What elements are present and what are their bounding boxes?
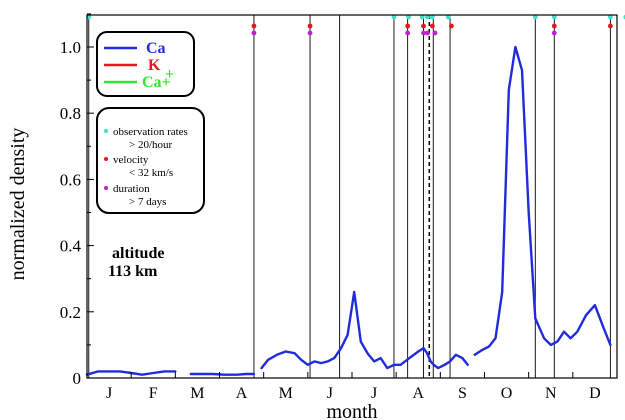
series-ca-segment-4 <box>534 304 612 347</box>
legend: Ca K Ca+ + <box>96 31 195 97</box>
marker-magenta-2 <box>405 30 411 36</box>
marker-magenta-4 <box>425 30 430 36</box>
y-axis-title: normalized density <box>7 128 29 281</box>
month-label-8: S <box>458 385 467 402</box>
criteria-box <box>96 107 205 214</box>
y-tick-label-4: 0.8 <box>60 104 81 123</box>
marker-cyan-2 <box>406 14 411 20</box>
month-label-2: M <box>190 385 204 402</box>
marker-magenta-0 <box>251 30 257 36</box>
marker-magenta-3 <box>421 30 426 36</box>
marker-magenta-6 <box>551 30 557 36</box>
marker-magenta-5 <box>432 30 438 36</box>
month-label-3: A <box>236 385 248 402</box>
series-ca-segment-2 <box>260 290 469 370</box>
marker-magenta-1 <box>307 30 313 36</box>
criteria-line1-duration: duration <box>113 183 150 195</box>
altitude-value: 113 km <box>108 263 158 280</box>
criteria-markers <box>86 14 625 36</box>
criteria-line1-observation: observation rates <box>113 126 188 138</box>
legend-label-ca: Ca <box>146 40 166 57</box>
marker-red-3 <box>421 23 426 29</box>
series-ca-segment-1 <box>189 372 256 376</box>
criteria-line1-velocity: velocity <box>113 154 149 166</box>
axes: 0 0.2 0.4 0.6 0.8 1.0 J F M A M J J A S O N D <box>60 13 618 402</box>
marker-cyan-6 <box>425 14 430 20</box>
marker-red-7 <box>607 23 613 29</box>
criteria-line2-velocity: < 32 km/s <box>129 167 173 179</box>
legend-label-k: K <box>148 57 161 74</box>
marker-red-2 <box>405 23 411 29</box>
legend-label-ca-plus: Ca+ <box>142 74 171 91</box>
marker-cyan-8 <box>551 14 557 20</box>
month-label-9: O <box>501 385 513 402</box>
criteria-marker-velocity <box>104 157 108 161</box>
y-tick-label-2: 0.4 <box>60 237 82 256</box>
month-label-1: F <box>149 385 158 402</box>
y-tick-label-3: 0.6 <box>60 170 81 189</box>
series-ca-segment-3 <box>473 45 537 356</box>
month-label-0: J <box>106 385 112 402</box>
marker-cyan-5 <box>419 14 425 20</box>
month-label-4: M <box>279 385 293 402</box>
month-label-6: J <box>371 385 377 402</box>
month-label-11: D <box>589 385 601 402</box>
marker-red-5 <box>448 23 454 29</box>
marker-red-0 <box>251 23 257 29</box>
y-tick-label-1: 0.2 <box>60 303 81 322</box>
criteria-line2-duration: > 7 days <box>129 196 166 208</box>
month-label-5: J <box>327 385 333 402</box>
x-axis-title: month <box>326 401 377 420</box>
y-tick-label-0: 0 <box>73 369 82 388</box>
marker-cyan-7 <box>532 14 538 20</box>
month-label-10: N <box>545 385 557 402</box>
month-label-7: A <box>412 385 424 402</box>
criteria-legend: observation rates > 20/hour velocity < 3… <box>96 107 205 214</box>
marker-red-1 <box>307 23 313 29</box>
criteria-marker-duration <box>104 186 108 190</box>
marker-cyan-1 <box>391 14 397 20</box>
marker-red-4 <box>429 23 435 29</box>
y-tick-label-5: 1.0 <box>60 38 81 57</box>
marker-red-6 <box>551 23 557 29</box>
altitude-label: altitude <box>112 245 164 262</box>
legend-label-ca-plus-sign: + <box>165 66 174 83</box>
criteria-line2-observation: > 20/hour <box>129 139 173 151</box>
marker-cyan-9 <box>607 14 613 20</box>
criteria-marker-observation <box>104 129 108 133</box>
marker-cyan-3 <box>429 14 435 20</box>
marker-cyan-4 <box>445 14 451 20</box>
